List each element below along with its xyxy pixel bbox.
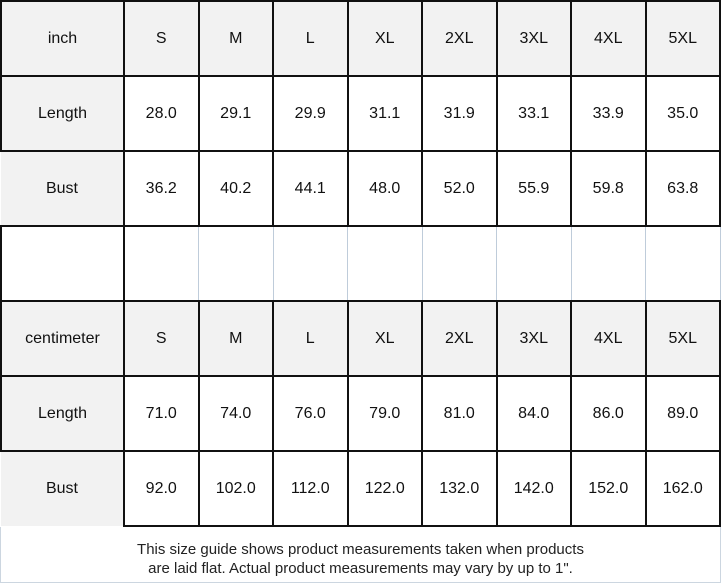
measure-value-cell: 33.9 xyxy=(570,75,647,152)
unit-cell: centimeter xyxy=(0,300,125,377)
separator-cell xyxy=(347,225,423,302)
measure-row: Bust 36.2 40.2 44.1 48.0 52.0 55.9 59.8 63.8 xyxy=(1,150,721,227)
measure-value-cell: 36.2 xyxy=(123,150,200,227)
measure-value-cell: 79.0 xyxy=(346,375,423,452)
measure-value-cell: 102.0 xyxy=(197,450,274,527)
separator-cell xyxy=(570,225,646,302)
measure-value-cell: 52.0 xyxy=(421,150,498,227)
measure-value-cell: 55.9 xyxy=(495,150,572,227)
separator-cell xyxy=(272,225,348,302)
size-header-cell: 5XL xyxy=(644,0,721,77)
separator-cell xyxy=(645,225,721,302)
size-header-cell: 4XL xyxy=(570,0,647,77)
measure-value-cell: 84.0 xyxy=(495,375,572,452)
size-header-cell: 3XL xyxy=(495,0,572,77)
separator-cell xyxy=(198,225,274,302)
size-header-cell: XL xyxy=(346,300,423,377)
measure-value-cell: 35.0 xyxy=(644,75,721,152)
unit-header-row: centimeter S M L XL 2XL 3XL 4XL 5XL xyxy=(0,300,721,377)
measure-value-cell: 122.0 xyxy=(346,450,423,527)
size-header-cell: S xyxy=(123,0,200,77)
size-header-cell: XL xyxy=(346,0,423,77)
separator-cell xyxy=(0,225,125,302)
size-header-cell: 2XL xyxy=(421,0,498,77)
measure-row: Length 28.0 29.1 29.9 31.1 31.9 33.1 33.9 35.0 xyxy=(0,75,721,152)
measure-label-cell: Bust xyxy=(1,451,124,526)
measure-value-cell: 71.0 xyxy=(123,375,200,452)
size-header-cell: L xyxy=(272,0,349,77)
size-header-cell: L xyxy=(272,300,349,377)
size-guide-note: This size guide shows product measuremen… xyxy=(0,527,721,583)
measure-label-cell: Bust xyxy=(1,151,124,226)
separator-cell xyxy=(496,225,572,302)
size-header-cell: M xyxy=(197,300,274,377)
measure-row: Bust 92.0 102.0 112.0 122.0 132.0 142.0 152.0 16… xyxy=(1,450,721,527)
measure-label-cell: Length xyxy=(0,75,125,152)
separator-cell xyxy=(421,225,497,302)
measure-value-cell: 152.0 xyxy=(570,450,647,527)
measure-value-cell: 48.0 xyxy=(346,150,423,227)
measure-value-cell: 29.9 xyxy=(272,75,349,152)
measure-value-cell: 92.0 xyxy=(123,450,200,527)
measure-value-cell: 142.0 xyxy=(495,450,572,527)
size-header-cell: 3XL xyxy=(495,300,572,377)
unit-header-row: inch S M L XL 2XL 3XL 4XL 5XL xyxy=(0,0,721,77)
size-guide-note-line2: are laid flat. Actual product measuremen… xyxy=(148,559,573,577)
separator-row xyxy=(0,225,721,302)
size-header-cell: 2XL xyxy=(421,300,498,377)
size-guide-note-line1: This size guide shows product measuremen… xyxy=(137,540,584,558)
measure-value-cell: 112.0 xyxy=(272,450,349,527)
measure-value-cell: 29.1 xyxy=(197,75,274,152)
measure-value-cell: 33.1 xyxy=(495,75,572,152)
measure-row: Length 71.0 74.0 76.0 79.0 81.0 84.0 86.0 89.0 xyxy=(0,375,721,452)
measure-value-cell: 28.0 xyxy=(123,75,200,152)
measure-value-cell: 59.8 xyxy=(570,150,647,227)
size-chart-table: inch S M L XL 2XL 3XL 4XL 5XL Length 28.0 29.1 29.9 3… xyxy=(0,0,721,527)
size-header-cell: M xyxy=(197,0,274,77)
measure-label-cell: Length xyxy=(0,375,125,452)
measure-value-cell: 132.0 xyxy=(421,450,498,527)
measure-value-cell: 162.0 xyxy=(644,450,721,527)
measure-value-cell: 31.9 xyxy=(421,75,498,152)
measure-value-cell: 89.0 xyxy=(644,375,721,452)
measure-value-cell: 31.1 xyxy=(346,75,423,152)
size-chart-body: inch S M L XL 2XL 3XL 4XL 5XL Length 28.0 29.1 29.9 3… xyxy=(0,0,721,527)
measure-value-cell: 76.0 xyxy=(272,375,349,452)
size-header-cell: 4XL xyxy=(570,300,647,377)
unit-cell: inch xyxy=(0,0,125,77)
measure-value-cell: 63.8 xyxy=(644,150,721,227)
measure-value-cell: 81.0 xyxy=(421,375,498,452)
measure-value-cell: 86.0 xyxy=(570,375,647,452)
size-header-cell: 5XL xyxy=(644,300,721,377)
measure-value-cell: 40.2 xyxy=(197,150,274,227)
measure-value-cell: 74.0 xyxy=(197,375,274,452)
size-header-cell: S xyxy=(123,300,200,377)
separator-cell xyxy=(123,225,199,302)
measure-value-cell: 44.1 xyxy=(272,150,349,227)
